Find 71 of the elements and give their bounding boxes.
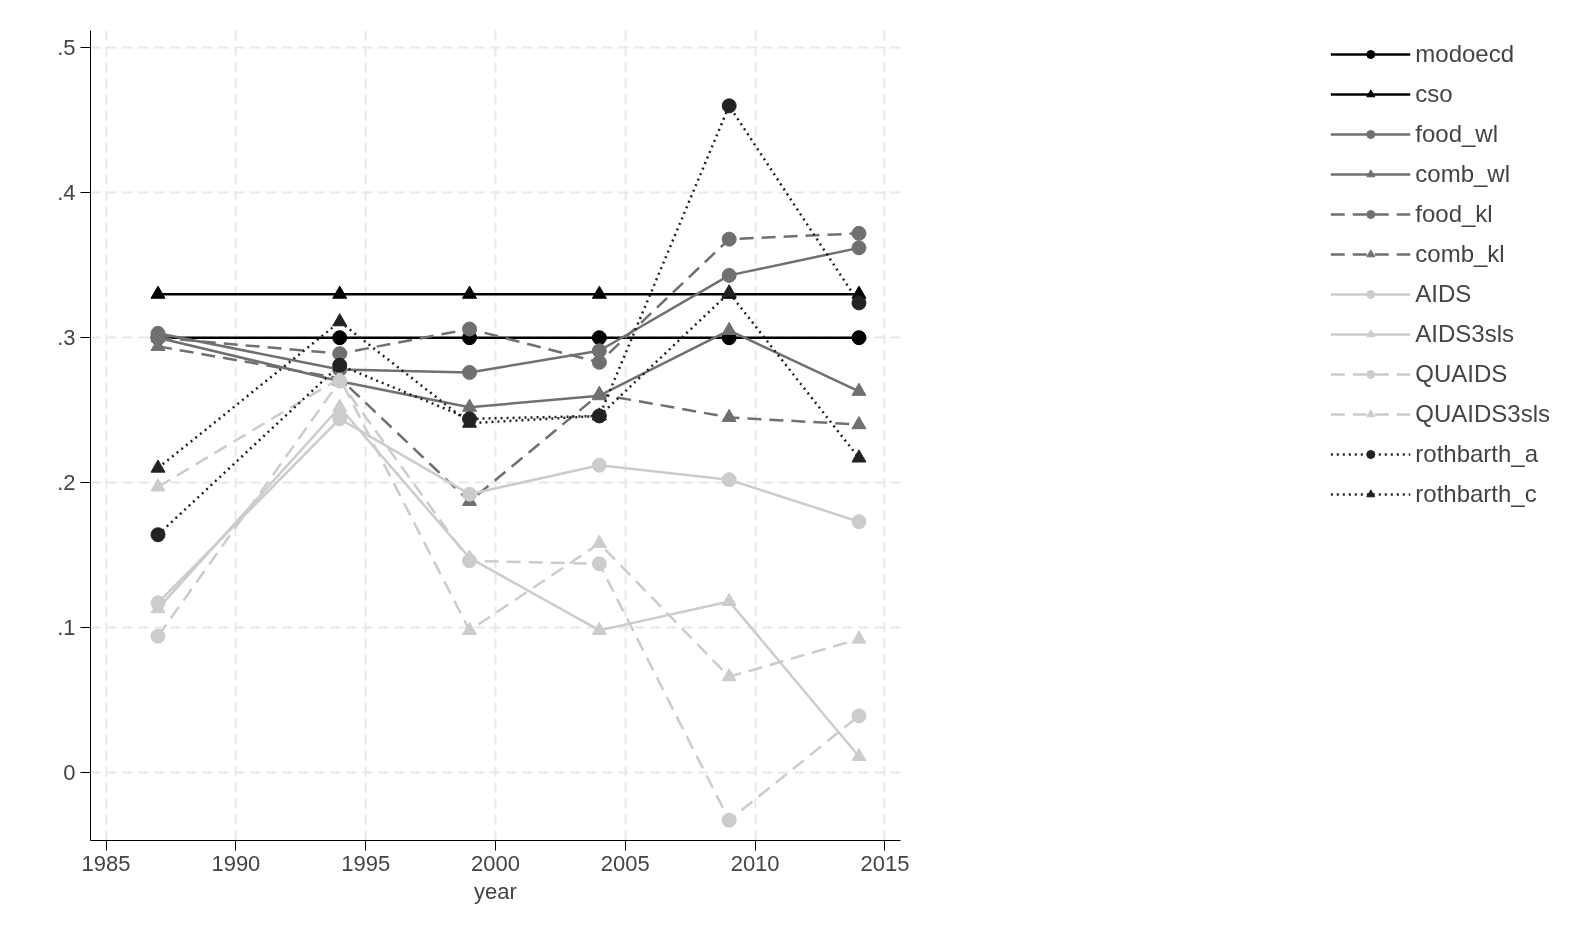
x-tick-label: 1985 xyxy=(81,850,131,876)
legend-label: AIDS xyxy=(1415,280,1472,308)
point xyxy=(591,330,607,346)
point xyxy=(721,812,737,828)
point xyxy=(851,449,867,463)
point xyxy=(332,398,348,412)
point xyxy=(150,527,166,543)
point xyxy=(462,553,478,569)
point xyxy=(721,472,737,488)
legend-label: modoecd xyxy=(1415,40,1515,68)
point xyxy=(332,330,348,346)
point xyxy=(462,364,478,380)
y-tick-label: .2 xyxy=(57,470,76,496)
point xyxy=(332,357,348,373)
y-tick-label: .1 xyxy=(57,614,76,640)
y-tick-label: .5 xyxy=(57,35,76,61)
point xyxy=(851,330,867,346)
point xyxy=(591,354,607,370)
point xyxy=(332,313,348,327)
x-tick-label: 2000 xyxy=(471,850,520,876)
point xyxy=(591,457,607,473)
point xyxy=(721,231,737,247)
point xyxy=(462,398,478,412)
x-axis-title: year xyxy=(474,878,517,904)
point xyxy=(721,98,737,114)
point xyxy=(721,408,737,422)
point xyxy=(851,240,867,256)
point xyxy=(591,556,607,572)
legend-label: cso xyxy=(1415,80,1453,108)
x-tick-label: 2005 xyxy=(600,850,650,876)
legend-label: QUAIDS xyxy=(1415,360,1508,388)
point xyxy=(462,486,478,502)
point xyxy=(150,459,166,473)
y-tick-label: .3 xyxy=(57,325,76,351)
point xyxy=(851,747,867,761)
point xyxy=(462,621,478,635)
point xyxy=(721,668,737,682)
point xyxy=(150,285,166,299)
point xyxy=(462,321,478,337)
point xyxy=(591,285,607,299)
point xyxy=(851,416,867,430)
point xyxy=(851,225,867,241)
point xyxy=(721,267,737,283)
y-tick-label: 0 xyxy=(63,759,76,785)
point xyxy=(851,382,867,396)
x-tick-label: 2010 xyxy=(730,850,780,876)
legend-label: AIDS3sls xyxy=(1415,320,1514,348)
x-tick-label: 1995 xyxy=(341,850,391,876)
point xyxy=(721,321,737,335)
point xyxy=(591,621,607,635)
x-tick-label: 1990 xyxy=(211,850,261,876)
point xyxy=(591,534,607,548)
legend-label: comb_kl xyxy=(1415,240,1505,268)
point xyxy=(332,411,348,427)
point xyxy=(721,592,737,606)
legend-label: rothbarth_c xyxy=(1415,480,1537,508)
point xyxy=(150,628,166,644)
point xyxy=(851,708,867,724)
point xyxy=(851,295,867,311)
legend-label: QUAIDS3sls xyxy=(1415,400,1550,428)
legend-label: food_wl xyxy=(1415,120,1499,148)
legend-label: rothbarth_a xyxy=(1415,440,1539,468)
x-tick-label: 2015 xyxy=(860,850,910,876)
legend-label: comb_wl xyxy=(1415,160,1510,188)
point xyxy=(462,285,478,299)
y-tick-label: .4 xyxy=(57,180,76,206)
point xyxy=(851,514,867,530)
point xyxy=(332,285,348,299)
point xyxy=(851,630,867,644)
point xyxy=(150,478,166,492)
legend-label: food_kl xyxy=(1415,200,1493,228)
